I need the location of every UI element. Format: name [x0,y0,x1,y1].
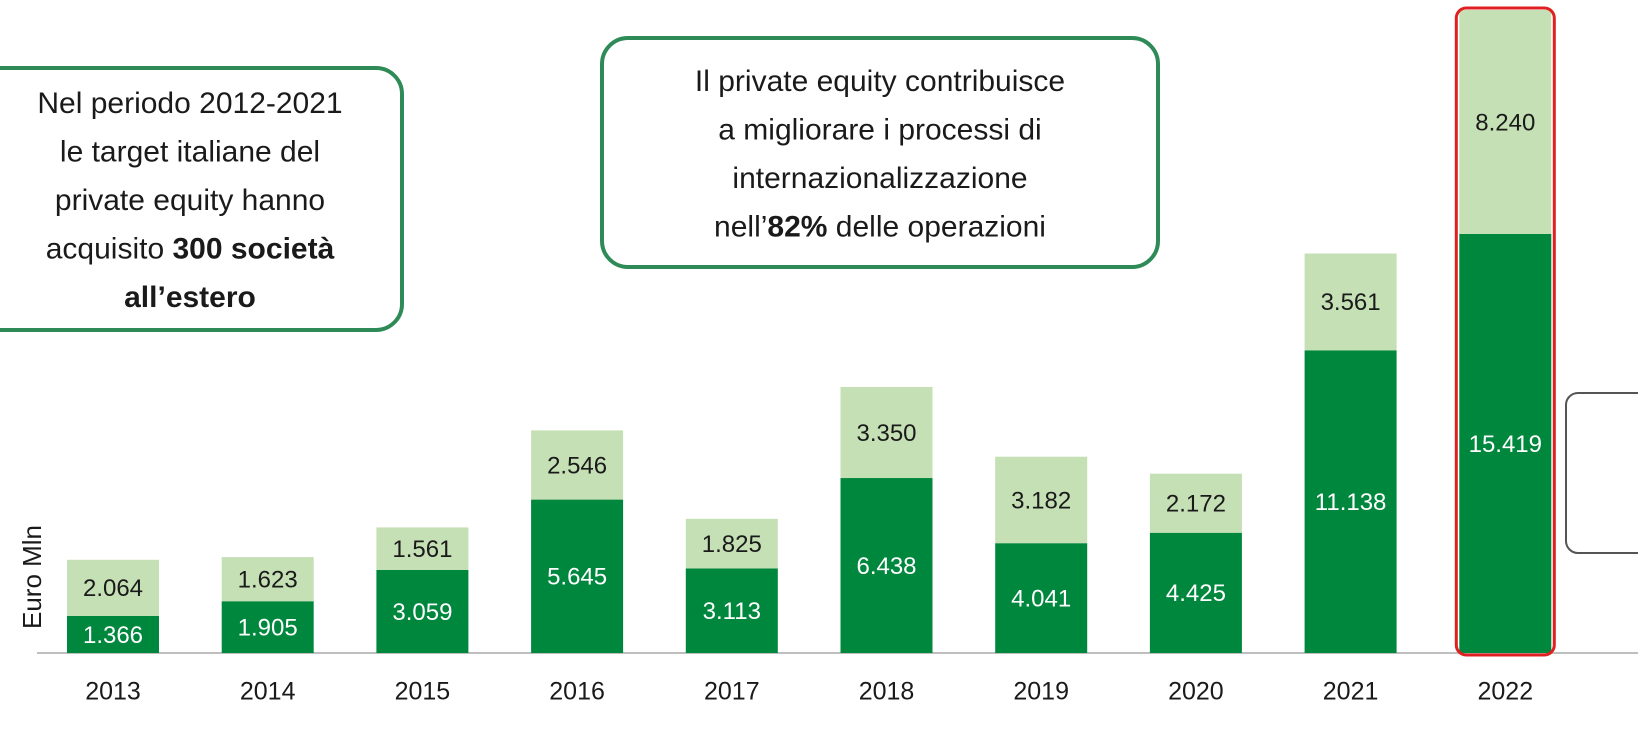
value-label: 1.561 [392,536,452,563]
value-label: 3.113 [703,598,761,625]
value-label: 2.172 [1166,491,1226,518]
bar-segment [1304,350,1397,653]
annotation-text: le target italiane del [60,135,320,168]
annotation-line: private equity hanno [55,184,325,217]
annotation-line: internazionalizzazione [732,162,1027,195]
annotation-text: Nel periodo 2012-2021 [37,87,342,120]
annotation-line: nell’82% delle operazioni [714,210,1046,243]
value-label: 1.825 [702,531,762,558]
annotation-text: acquisito [46,232,173,265]
annotation-line: Nel periodo 2012-2021 [37,87,342,120]
annotation-text: 82% [767,210,827,243]
value-label: 8.240 [1475,109,1535,136]
value-label: 3.561 [1321,289,1381,316]
x-tick-label: 2021 [1323,678,1379,706]
annotation-text: private equity hanno [55,184,325,217]
value-label: 3.182 [1011,487,1071,514]
value-label: 4.041 [1011,585,1071,612]
value-label: 15.419 [1469,431,1542,458]
highlight-frame [1454,6,1556,657]
annotation-text: internazionalizzazione [732,162,1027,195]
annotation-line: acquisito 300 società [46,232,335,265]
bar-segment [376,569,469,653]
bar-segment [685,568,778,653]
bar-segment [67,615,159,653]
value-label: 5.645 [547,564,607,591]
value-label: 1.366 [83,622,143,649]
annotation-line: all’estero [124,281,256,314]
annotation-box [600,36,1160,269]
bar-segment [995,456,1088,544]
side-box [1565,392,1638,554]
annotation-box [0,66,404,332]
value-label: 1.905 [238,614,298,641]
value-label: 4.425 [1166,580,1226,607]
bar-segment [1149,532,1242,653]
x-tick-label: 2022 [1477,678,1533,706]
annotation-line: le target italiane del [60,135,320,168]
annotation-line: a migliorare i processi di [718,113,1041,146]
x-tick-label: 2016 [549,678,605,706]
value-label: 11.138 [1315,489,1387,516]
value-label: 3.350 [856,420,916,447]
bar-segment [376,527,469,570]
value-label: 2.064 [83,575,143,602]
annotation-text: a migliorare i processi di [718,113,1041,146]
bar-segment [1304,253,1397,351]
bar-segment [1459,233,1552,653]
bar-segment [685,518,778,569]
bar-segment [840,386,933,479]
bar-segment [221,557,314,602]
bar-segment [840,478,933,653]
x-tick-label: 2015 [395,678,451,706]
bar-segment [531,430,624,500]
x-tick-label: 2014 [240,678,296,706]
x-tick-label: 2013 [85,678,141,706]
x-tick-label: 2019 [1013,678,1069,706]
value-label: 6.438 [856,553,916,580]
value-label: 1.623 [238,567,298,594]
annotation-text: all’estero [124,281,256,314]
bar-segment [221,601,314,653]
annotation-text: Il private equity contribuisce [695,65,1065,98]
bar-segment [1149,473,1242,533]
value-label: 3.059 [392,599,452,626]
x-tick-label: 2017 [704,678,760,706]
annotation-line: Il private equity contribuisce [695,65,1065,98]
x-tick-label: 2018 [859,678,915,706]
bar-segment [1459,10,1552,234]
annotation-text: 300 società [172,232,334,265]
value-label: 2.546 [547,452,607,479]
bar-segment [995,543,1088,653]
bar-segment [67,559,159,616]
bar-segment [531,499,624,653]
annotation-text: nell’ [714,210,767,243]
annotation-text: delle operazioni [827,210,1045,243]
y-axis-label: Euro Mln [17,525,47,629]
x-tick-label: 2020 [1168,678,1224,706]
